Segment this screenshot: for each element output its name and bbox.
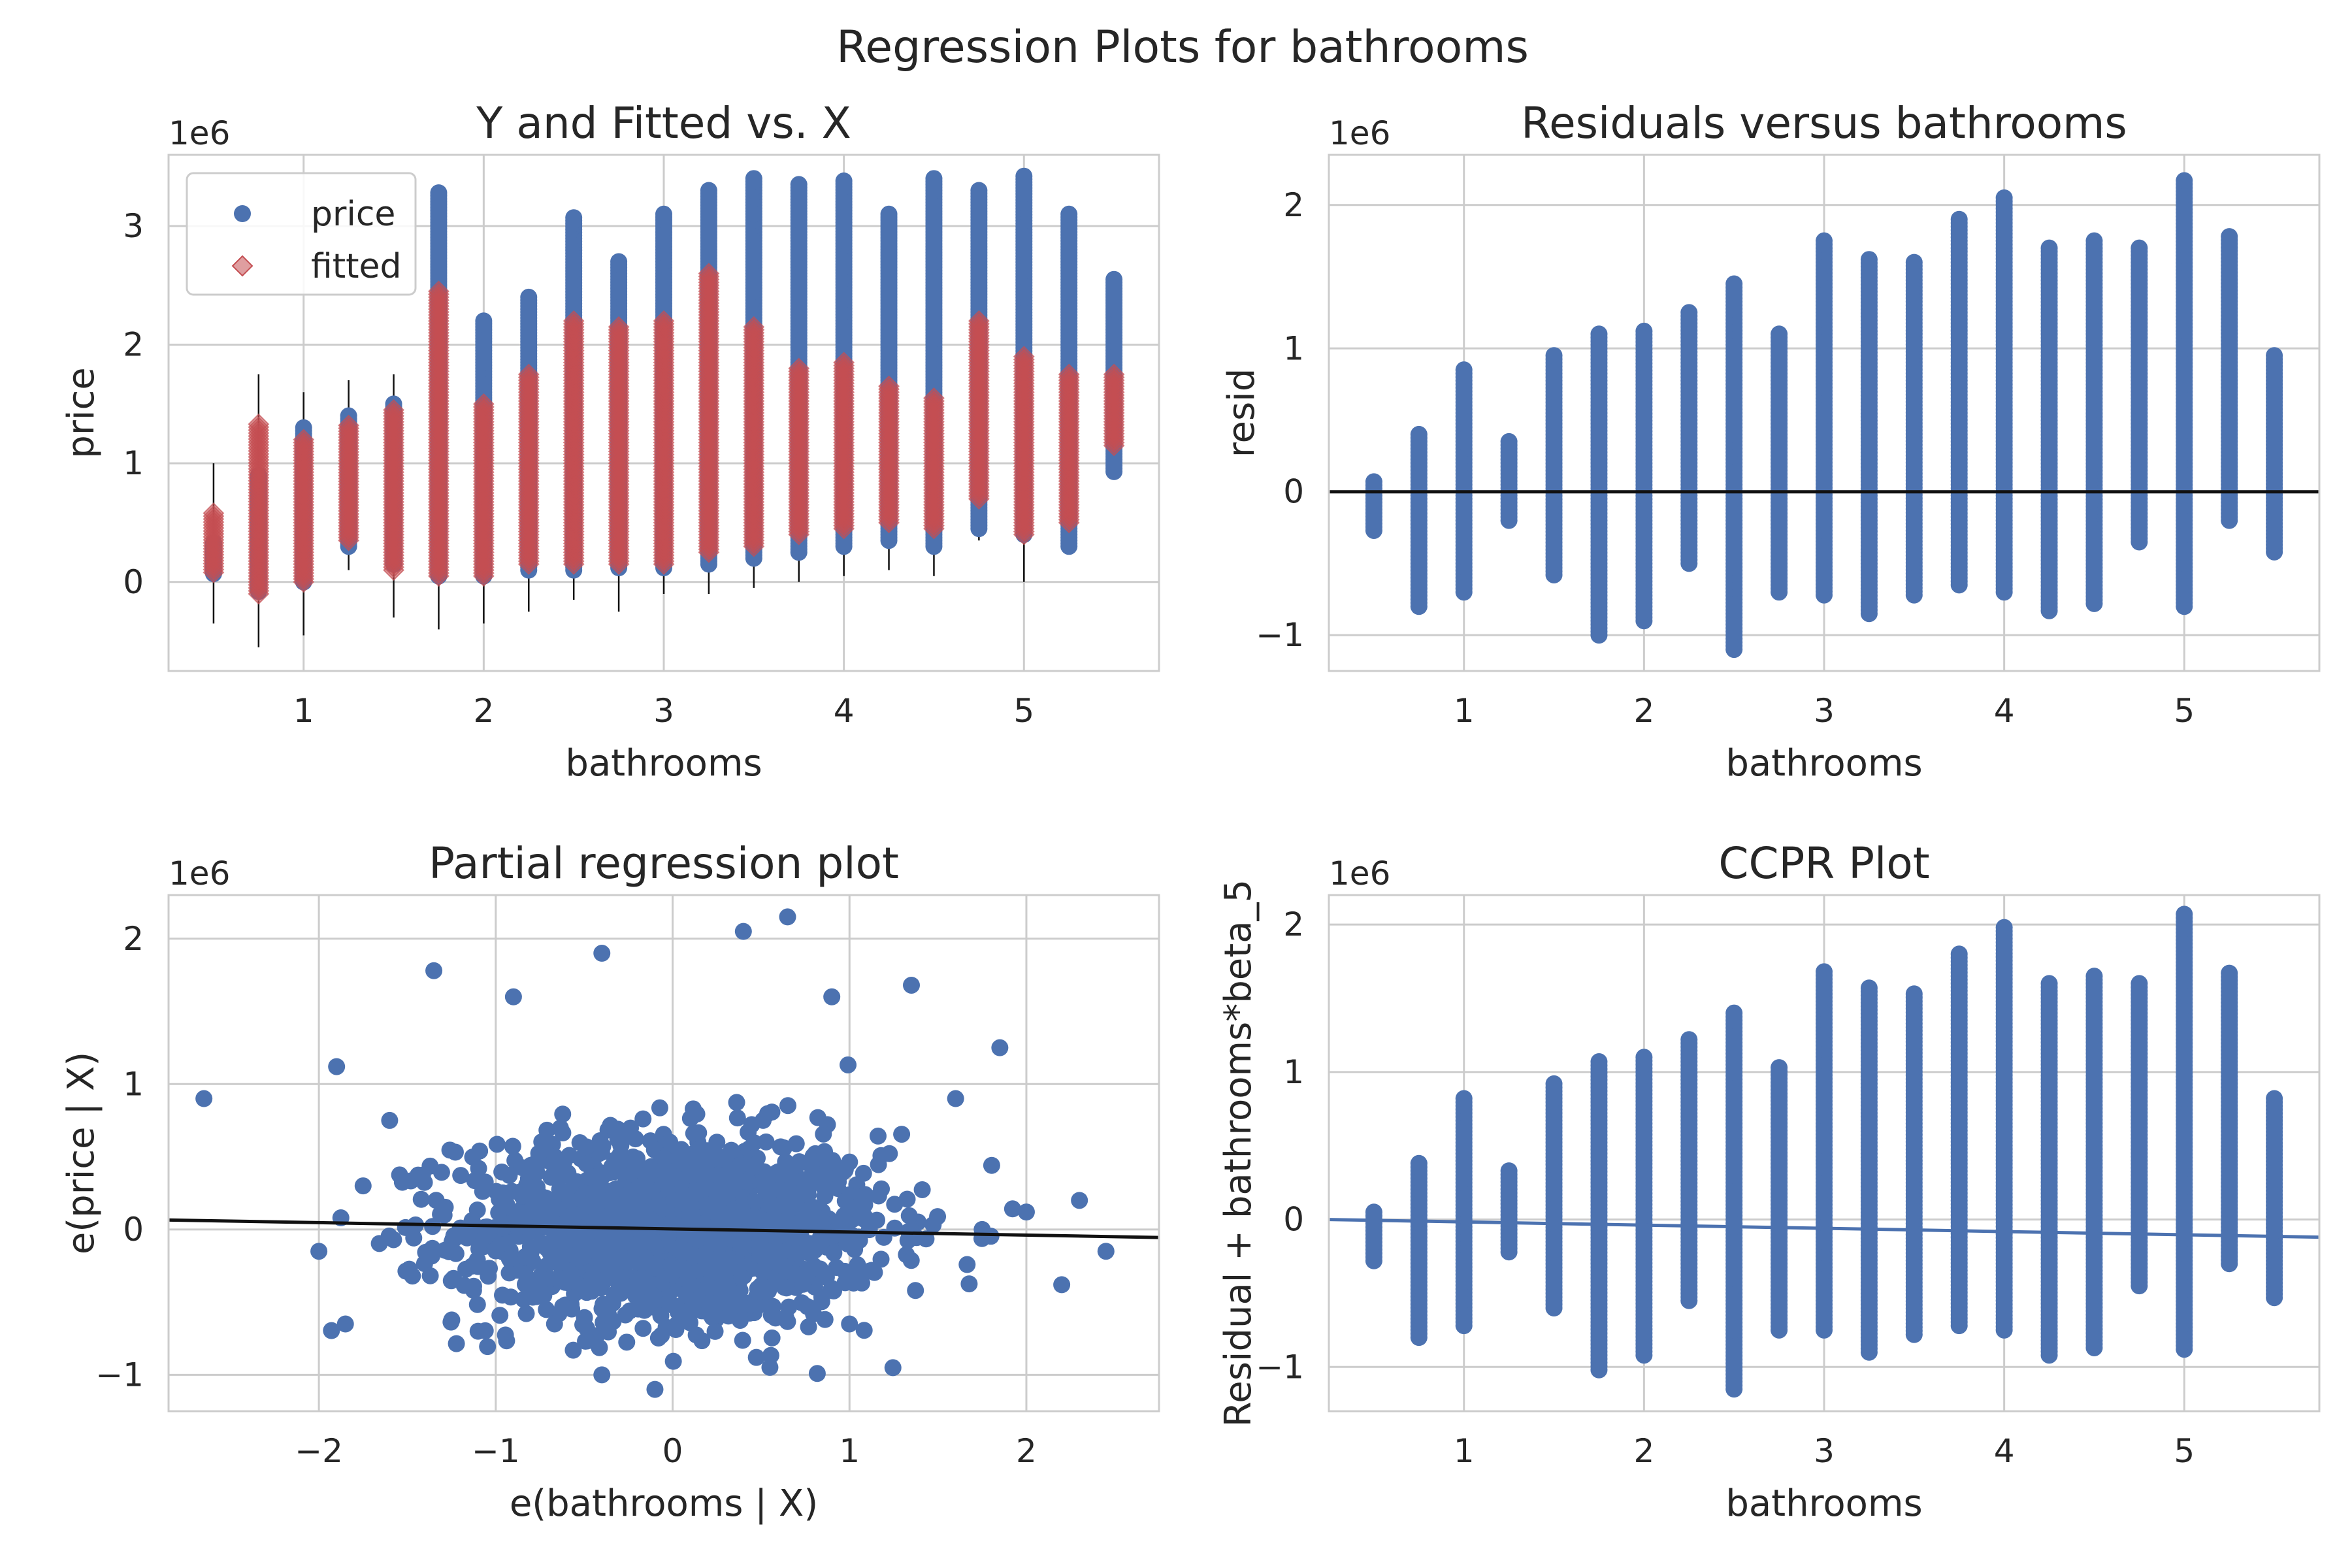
data-point bbox=[1905, 253, 1923, 271]
y-axis-label: price bbox=[60, 367, 103, 458]
data-point bbox=[430, 184, 448, 202]
plot-area bbox=[1329, 172, 2319, 659]
data-point bbox=[1105, 270, 1123, 288]
x-tick-label: 2 bbox=[473, 692, 494, 730]
data-point bbox=[1410, 425, 1428, 443]
data-point bbox=[1545, 347, 1563, 365]
data-point bbox=[1771, 325, 1788, 343]
data-point bbox=[2176, 172, 2193, 189]
fitted-point bbox=[923, 387, 945, 409]
data-point bbox=[745, 170, 762, 188]
data-point bbox=[1015, 167, 1033, 185]
y-tick-label: 1 bbox=[123, 444, 144, 482]
fitted-point bbox=[743, 316, 765, 338]
data-point bbox=[610, 253, 628, 270]
data-point bbox=[1060, 205, 1078, 223]
data-point bbox=[1995, 189, 2013, 206]
fitted-point bbox=[608, 316, 630, 338]
x-tick-label: 1 bbox=[293, 692, 314, 730]
fitted-point bbox=[833, 351, 855, 374]
legend-fitted-marker bbox=[231, 255, 253, 277]
fitted-point bbox=[968, 310, 990, 332]
series-points bbox=[1365, 172, 2283, 659]
figure-suptitle: Regression Plots for bathrooms bbox=[836, 22, 1529, 73]
data-point bbox=[2131, 239, 2148, 257]
subplot-title: Y and Fitted vs. X bbox=[476, 98, 851, 148]
y-tick-label: 0 bbox=[123, 563, 144, 601]
y-tick-label: 2 bbox=[123, 326, 144, 364]
data-point bbox=[835, 172, 853, 189]
tick-labels: 1 2 3 4 5 0 1 2 3 bbox=[123, 207, 1034, 730]
data-point bbox=[970, 182, 988, 199]
series-fitted bbox=[203, 263, 1125, 605]
data-point bbox=[1725, 275, 1743, 293]
plot-area bbox=[203, 167, 1125, 647]
data-point bbox=[520, 288, 538, 306]
fitted-point bbox=[563, 310, 585, 332]
data-point bbox=[1860, 251, 1878, 269]
data-point bbox=[655, 205, 672, 223]
fitted-point bbox=[203, 502, 225, 524]
subplot-1: 1 2 3 4 5 0 1 2 3 1e6 Y and Fitted vs. X bathrooms p… bbox=[60, 98, 1160, 785]
fitted-point bbox=[653, 310, 675, 332]
legend-label-fitted: fitted bbox=[311, 247, 402, 286]
x-tick-label: 5 bbox=[1013, 692, 1034, 730]
y-tick-label: 3 bbox=[123, 207, 144, 245]
data-point bbox=[1365, 473, 1382, 491]
data-point bbox=[1635, 322, 1653, 340]
data-point bbox=[2085, 232, 2103, 250]
fitted-point bbox=[1013, 346, 1035, 368]
data-point bbox=[1680, 304, 1698, 321]
data-point bbox=[1590, 325, 1608, 343]
fitted-point bbox=[428, 280, 449, 302]
x-tick-label: 4 bbox=[834, 692, 855, 730]
legend: price fitted bbox=[186, 172, 417, 296]
data-point bbox=[295, 419, 312, 436]
x-tick-label: 3 bbox=[653, 692, 674, 730]
data-point bbox=[565, 209, 583, 227]
data-point bbox=[475, 312, 493, 330]
fitted-point bbox=[472, 393, 495, 415]
data-point bbox=[2040, 239, 2058, 257]
data-point bbox=[790, 176, 808, 193]
fitted-point bbox=[517, 363, 540, 385]
data-point bbox=[2221, 228, 2238, 246]
fitted-point bbox=[788, 357, 810, 380]
data-point bbox=[700, 182, 717, 199]
data-point bbox=[880, 205, 898, 223]
fitted-point bbox=[383, 399, 404, 421]
fitted-point bbox=[293, 429, 315, 451]
data-point bbox=[1500, 433, 1518, 450]
data-point bbox=[1455, 361, 1473, 379]
fitted-point bbox=[878, 375, 900, 397]
axes-frame bbox=[167, 154, 1160, 672]
data-point bbox=[925, 170, 943, 188]
fitted-point bbox=[1103, 363, 1125, 385]
fitted-point bbox=[1058, 363, 1080, 385]
subplots: 1 2 3 4 5 0 1 2 3 1e6 Y and Fitted vs. X bathrooms p… bbox=[60, 98, 2321, 1525]
offset-label: 1e6 bbox=[169, 114, 230, 152]
fitted-point bbox=[248, 413, 270, 435]
fitted-point bbox=[338, 414, 360, 436]
legend-price-marker bbox=[234, 205, 251, 222]
legend-label-price: price bbox=[311, 195, 395, 234]
data-point bbox=[1950, 210, 1968, 228]
data-point bbox=[1816, 232, 1833, 250]
fitted-point bbox=[698, 263, 720, 285]
x-axis-label: bathrooms bbox=[565, 742, 762, 785]
